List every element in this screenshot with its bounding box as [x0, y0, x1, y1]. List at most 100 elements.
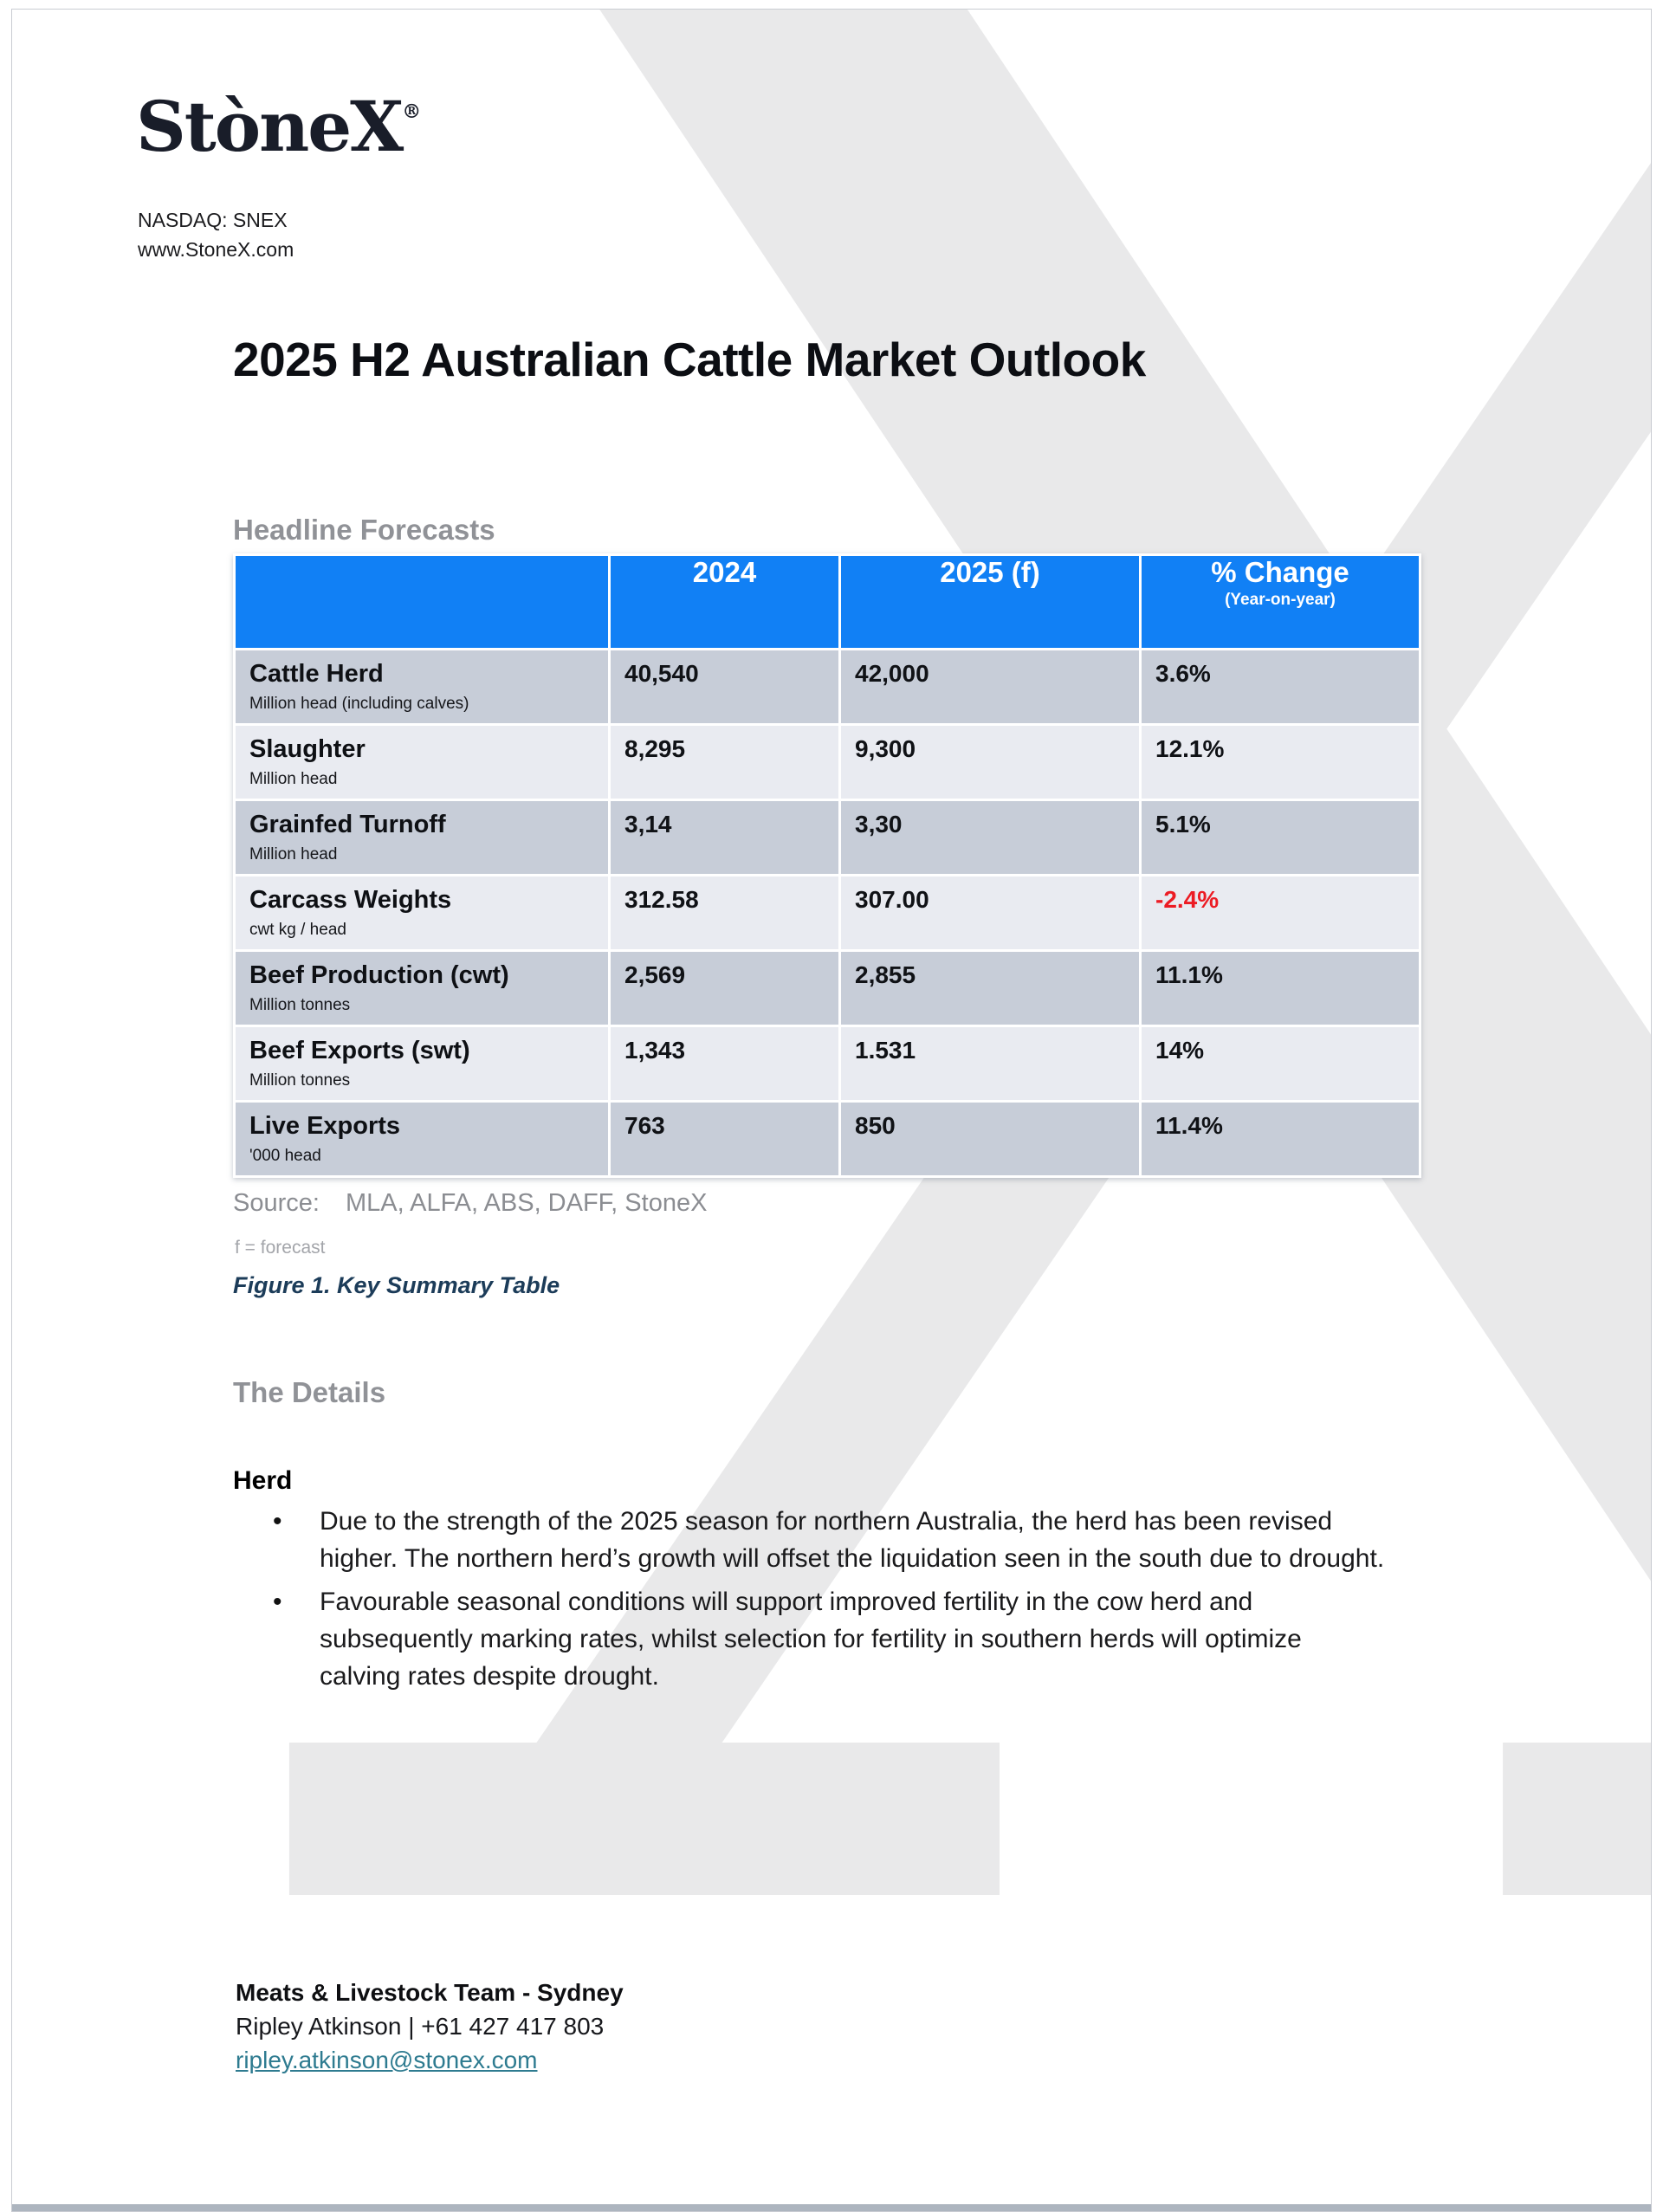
registered-trademark-icon: ® — [402, 100, 422, 123]
forecast-table-header: 2024 2025 (f) % Change (Year-on-year) — [236, 556, 1419, 648]
percent-change-value: 12.1% — [1155, 735, 1225, 762]
percent-change-value: 3.6% — [1155, 660, 1211, 687]
metric-cell: Slaughter Million head — [236, 726, 608, 799]
table-row: Beef Exports (swt) Million tonnes 1,343 1.5… — [236, 1027, 1419, 1100]
table-row: Cattle Herd Million head (including calve… — [236, 650, 1419, 723]
value-2024-cell: 763 — [611, 1103, 838, 1175]
metric-label: Carcass Weights — [249, 886, 452, 914]
table-row: Slaughter Million head 8,295 9,300 12.1% — [236, 726, 1419, 799]
value-2025-cell: 850 — [841, 1103, 1139, 1175]
bullet-item: Due to the strength of the 2025 season f… — [269, 1503, 1387, 1577]
header-2024: 2024 — [611, 556, 838, 648]
value-text: 850 — [855, 1112, 896, 1139]
header-2025-forecast: 2025 (f) — [841, 556, 1139, 648]
value-2024-cell: 2,569 — [611, 952, 838, 1025]
percent-change-cell: 11.4% — [1142, 1103, 1419, 1175]
percent-change-value: 14% — [1155, 1037, 1205, 1064]
brand-lines: NASDAQ: SNEX www.StoneX.com — [138, 205, 294, 264]
metric-unit: '000 head — [249, 1147, 321, 1165]
value-2024-cell: 8,295 — [611, 726, 838, 799]
table-row: Grainfed Turnoff Million head 3,14 3,30 5.1% — [236, 801, 1419, 874]
value-text: 3,30 — [855, 811, 903, 838]
value-text: 40,540 — [624, 660, 699, 687]
percent-change-label: % Change — [1211, 556, 1349, 588]
value-2024-cell: 312.58 — [611, 876, 838, 949]
contact-name-phone: Ripley Atkinson | +61 427 417 803 — [236, 2013, 605, 2040]
stonex-logo-text: StòneX — [136, 86, 404, 167]
table-row: Carcass Weights cwt kg / head 312.58 307.00… — [236, 876, 1419, 949]
percent-change-cell: 12.1% — [1142, 726, 1419, 799]
value-2025-cell: 2,855 — [841, 952, 1139, 1025]
value-2025-cell: 9,300 — [841, 726, 1139, 799]
value-text: 312.58 — [624, 886, 699, 913]
metric-cell: Carcass Weights cwt kg / head — [236, 876, 608, 949]
metric-label: Live Exports — [249, 1112, 401, 1140]
value-2025-cell: 1.531 — [841, 1027, 1139, 1100]
percent-change-cell: -2.4% — [1142, 876, 1419, 949]
stonex-logo: StòneX® — [136, 86, 421, 167]
percent-change-value: 11.1% — [1155, 961, 1223, 988]
value-2024-cell: 3,14 — [611, 801, 838, 874]
metric-cell: Grainfed Turnoff Million head — [236, 801, 608, 874]
forecast-table-body: Cattle Herd Million head (including calve… — [236, 650, 1419, 1175]
percent-change-cell: 5.1% — [1142, 801, 1419, 874]
metric-unit: Million head (including calves) — [249, 695, 469, 713]
metric-label: Cattle Herd — [249, 660, 384, 688]
metric-label: Beef Exports (swt) — [249, 1037, 470, 1064]
value-text: 8,295 — [624, 735, 686, 762]
header-empty-cell — [236, 556, 608, 648]
value-2024-cell: 40,540 — [611, 650, 838, 723]
document-page: X StòneX® NASDAQ: SNEX www.StoneX.com 20… — [11, 9, 1652, 2212]
year-on-year-sublabel: (Year-on-year) — [1225, 591, 1336, 609]
value-text: 2,855 — [855, 961, 916, 988]
value-text: 1.531 — [855, 1037, 916, 1064]
value-text: 42,000 — [855, 660, 929, 687]
headline-forecasts-heading: Headline Forecasts — [233, 514, 495, 546]
metric-cell: Beef Exports (swt) Million tonnes — [236, 1027, 608, 1100]
website-text: www.StoneX.com — [138, 238, 294, 261]
value-text: 763 — [624, 1112, 665, 1139]
metric-unit: Million tonnes — [249, 1071, 351, 1090]
source-line: Source: MLA, ALFA, ABS, DAFF, StoneX — [233, 1189, 707, 1218]
value-2025-cell: 307.00 — [841, 876, 1139, 949]
team-name: Meats & Livestock Team - Sydney — [236, 1979, 624, 2006]
metric-cell: Cattle Herd Million head (including calve… — [236, 650, 608, 723]
email-link[interactable]: ripley.atkinson@stonex.com — [236, 2047, 538, 2073]
bottom-strip — [12, 2204, 1651, 2211]
herd-subheading: Herd — [233, 1466, 293, 1495]
figure-caption: Figure 1. Key Summary Table — [233, 1272, 560, 1298]
metric-label: Beef Production (cwt) — [249, 961, 509, 989]
value-text: 3,14 — [624, 811, 672, 838]
source-value: MLA, ALFA, ABS, DAFF, StoneX — [345, 1189, 708, 1217]
percent-change-cell: 3.6% — [1142, 650, 1419, 723]
herd-bullet-list: Due to the strength of the 2025 season f… — [269, 1503, 1387, 1701]
table-row: Live Exports '000 head 763 850 11.4% — [236, 1103, 1419, 1175]
value-text: 307.00 — [855, 886, 929, 913]
metric-label: Grainfed Turnoff — [249, 811, 446, 838]
metric-cell: Beef Production (cwt) Million tonnes — [236, 952, 608, 1025]
bullet-item: Favourable seasonal conditions will supp… — [269, 1583, 1387, 1695]
metric-unit: cwt kg / head — [249, 921, 346, 939]
value-text: 2,569 — [624, 961, 686, 988]
value-text: 9,300 — [855, 735, 916, 762]
percent-change-cell: 14% — [1142, 1027, 1419, 1100]
footer-contact-block: Meats & Livestock Team - Sydney Ripley A… — [236, 1976, 624, 2077]
value-2025-cell: 42,000 — [841, 650, 1139, 723]
value-text: 1,343 — [624, 1037, 686, 1064]
metric-unit: Million tonnes — [249, 996, 351, 1014]
the-details-heading: The Details — [233, 1376, 386, 1408]
table-row: Beef Production (cwt) Million tonnes 2,569… — [236, 952, 1419, 1025]
forecast-note: f = forecast — [235, 1238, 326, 1258]
page-title: 2025 H2 Australian Cattle Market Outlook — [233, 333, 1146, 386]
forecast-table: 2024 2025 (f) % Change (Year-on-year) Ca… — [233, 553, 1421, 1178]
metric-cell: Live Exports '000 head — [236, 1103, 608, 1175]
metric-unit: Million head — [249, 770, 338, 788]
page-content: StòneX® NASDAQ: SNEX www.StoneX.com 2025… — [12, 10, 1651, 2211]
table-header-row: 2024 2025 (f) % Change (Year-on-year) — [236, 556, 1419, 648]
percent-change-value: 5.1% — [1155, 811, 1211, 838]
percent-change-value: -2.4% — [1155, 886, 1220, 913]
percent-change-value: 11.4% — [1155, 1112, 1223, 1139]
percent-change-cell: 11.1% — [1142, 952, 1419, 1025]
value-2025-cell: 3,30 — [841, 801, 1139, 874]
nasdaq-ticker: NASDAQ: SNEX — [138, 209, 288, 231]
